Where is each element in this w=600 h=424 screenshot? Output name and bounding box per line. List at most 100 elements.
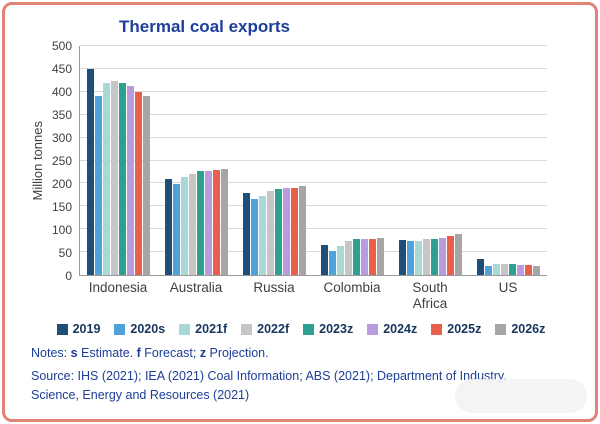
legend-label: 2026z [511,322,546,337]
bar-2022f-us [500,264,508,275]
legend-item-2022f: 2022f [241,322,289,336]
notes-text: Forecast; [140,346,200,361]
legend-swatch [241,323,253,335]
notes-key: f [136,346,141,361]
bar-2025z-russia [291,187,299,275]
legend-swatch [114,323,126,335]
y-tick-label: 200 [51,177,72,191]
bar-2019-us [476,258,484,275]
legend-label: 2019 [72,322,101,337]
bar-2026z-russia [299,186,307,275]
bar-2026z-south-africa [454,234,462,275]
bar-2019-russia [243,193,251,275]
bar-2023z-russia [275,188,283,275]
bar-2024z-us [516,264,524,275]
bar-2025z-australia [213,170,221,275]
gridline [80,228,547,230]
bar-group-colombia [313,46,391,275]
gridline [80,113,547,115]
chart-area: Million tonnes 0 50 100 150 200 250 300 350 400 4… [29,39,547,283]
y-tick-label: 300 [51,131,72,145]
plot-area [79,45,547,276]
bar-2019-australia [165,178,173,275]
legend-label: 2024z [383,322,418,337]
legend-swatch [367,323,379,335]
gridline [80,205,547,207]
bar-group-us [469,46,547,275]
bar-2023z-south-africa [430,238,438,275]
bar-2020s-indonesia [95,96,103,275]
y-axis-tick-labels: 0 50 100 150 200 250 300 350 400 450 500 [45,39,79,283]
y-tick-label: 500 [51,39,72,53]
gridline [80,90,547,92]
bar-2026z-indonesia [143,96,151,275]
bar-2025z-indonesia [135,91,143,275]
chart-legend: 2019 2020s 2021f 2022f 2023z 2024z 2025z 2026z [29,322,573,336]
legend-item-2026z: 2026z [495,322,545,336]
bar-2026z-colombia [376,237,384,275]
bar-2020s-south-africa [406,241,414,275]
bar-2024z-colombia [360,238,368,275]
bar-2021f-indonesia [103,82,111,275]
legend-item-2021f: 2021f [179,322,227,336]
gridline [80,182,547,184]
gridline [80,159,547,161]
bar-group-australia [158,46,236,275]
y-tick-label: 350 [51,108,72,122]
bar-2024z-australia [205,170,213,275]
legend-swatch [495,323,507,335]
bar-2022f-australia [189,173,197,275]
y-tick-label: 450 [51,62,72,76]
y-tick-label: 50 [58,246,72,260]
gridline [80,45,547,46]
legend-swatch [56,323,68,335]
notes-text: Projection. [206,346,269,361]
x-axis-label: Australia [169,280,223,295]
x-axis-label: South Africa [412,280,448,311]
notes-text: Estimate. [77,346,137,361]
legend-item-2024z: 2024z [367,322,417,336]
x-axis-label: Russia [253,280,295,295]
bar-2026z-australia [221,169,229,275]
bar-2024z-south-africa [438,237,446,275]
chart-title: Thermal coal exports [119,17,291,36]
y-tick-label: 100 [51,223,72,237]
bar-2020s-russia [251,198,259,275]
bar-2025z-south-africa [446,236,454,275]
bar-2024z-russia [283,188,291,275]
legend-swatch [179,323,191,335]
bar-2019-south-africa [398,240,406,275]
bar-2023z-indonesia [119,83,127,275]
notes-key: z [199,346,207,361]
y-axis-label: Million tonnes [29,121,45,201]
bar-2021f-us [492,263,500,275]
legend-item-2019: 2019 [56,322,101,337]
bar-2026z-us [532,266,540,275]
bar-2020s-australia [173,184,181,275]
watermark-overlay [455,379,587,413]
bar-2021f-australia [181,177,189,275]
bar-2023z-us [508,264,516,275]
bar-group-indonesia [80,46,158,275]
bar-2023z-australia [197,170,205,275]
gridline [80,67,547,69]
x-axis-label: Indonesia [88,280,148,295]
bar-2021f-russia [259,195,267,275]
legend-item-2023z: 2023z [303,322,353,336]
gridline [80,136,547,138]
bar-2025z-us [524,265,532,275]
bar-group-russia [236,46,314,275]
legend-item-2020s: 2020s [114,322,165,336]
y-tick-label: 0 [65,269,72,283]
legend-label: 2023z [319,322,354,337]
legend-label: 2025z [447,322,482,337]
y-axis-label-column: Million tonnes [29,46,45,276]
notes-key: s [70,346,78,361]
notes-line: Notes: s Estimate. f Forecast; z Project… [31,346,573,360]
x-axis-label: Colombia [323,280,381,295]
legend-item-2025z: 2025z [431,322,481,336]
y-tick-label: 150 [51,200,72,214]
notes-prefix: Notes: [31,346,71,361]
bar-2020s-colombia [328,250,336,275]
